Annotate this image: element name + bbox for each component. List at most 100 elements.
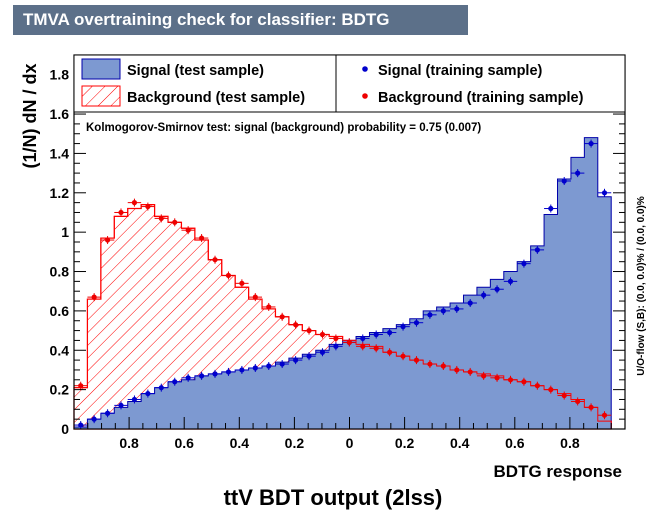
background-training-point — [387, 349, 393, 355]
background-training-point — [333, 335, 339, 342]
y-tick-label: 0.6 — [50, 303, 70, 319]
signal-training-point — [104, 410, 111, 416]
y-tick-label: 1 — [61, 224, 69, 240]
background-training-point — [360, 343, 366, 349]
background-training-point — [548, 387, 554, 393]
background-training-point — [239, 280, 245, 286]
signal-training-point — [158, 385, 164, 391]
signal-training-point — [118, 402, 124, 408]
signal-training-point — [252, 365, 258, 371]
background-training-point — [252, 294, 258, 300]
chart-title: TMVA overtraining check for classifier: … — [13, 5, 468, 35]
background-training-point — [172, 219, 178, 225]
signal-training-point — [185, 375, 191, 381]
background-training-point — [279, 314, 285, 320]
legend-background-test-swatch — [81, 85, 121, 107]
signal-training-point — [387, 329, 393, 336]
background-training-point — [293, 322, 299, 328]
x-tick-label: 0.6 — [505, 435, 525, 451]
signal-training-point — [575, 170, 581, 176]
y-tick-label: 0.2 — [50, 382, 70, 398]
signal-training-point — [239, 367, 245, 373]
signal-training-point — [319, 349, 326, 355]
background-training-point — [225, 272, 232, 279]
background-training-point — [481, 373, 487, 379]
signal-training-point — [91, 416, 97, 422]
x-tick-label: 0.6 — [174, 435, 194, 451]
y-axis-label: (1/N) dN / dx — [20, 63, 40, 168]
signal-training-point — [145, 390, 151, 397]
signal-training-point — [440, 308, 446, 314]
x-tick-label: 0.4 — [230, 435, 250, 451]
signal-training-point — [266, 363, 272, 369]
signal-training-point — [78, 422, 84, 428]
background-training-point — [400, 353, 406, 359]
background-training-point — [118, 209, 124, 216]
background-training-point — [507, 377, 514, 383]
background-training-point — [561, 392, 567, 399]
signal-training-point — [198, 373, 205, 379]
signal-training-point — [601, 190, 608, 196]
legend-background-training-marker — [362, 93, 368, 99]
background-training-point — [319, 331, 326, 338]
background-training-point — [373, 345, 379, 351]
x-tick-label: 0 — [346, 435, 354, 451]
background-training-point — [212, 257, 218, 263]
y-tick-label: 0 — [61, 421, 69, 437]
legend-signal-test-swatch — [81, 58, 121, 80]
background-training-point — [521, 379, 527, 385]
background-training-point — [601, 412, 608, 418]
background-training-point — [266, 304, 272, 310]
legend-signal-training-marker — [362, 66, 368, 72]
background-training-point — [104, 237, 111, 243]
background-test-outline — [73, 204, 612, 430]
legend-box-right — [335, 54, 626, 113]
x-tick-label: 0.4 — [450, 435, 470, 451]
y-tick-label: 0.4 — [50, 342, 70, 358]
background-training-point — [185, 227, 191, 233]
background-training-point — [413, 357, 420, 363]
signal-training-point — [413, 320, 420, 326]
background-training-point — [440, 363, 446, 369]
y-tick-label: 1.4 — [50, 145, 70, 161]
background-training-point — [575, 398, 581, 405]
signal-training-point — [561, 178, 567, 184]
signal-training-point — [467, 300, 473, 306]
legend-signal-test-label: Signal (test sample) — [127, 63, 264, 79]
y-tick-label: 1.6 — [50, 106, 70, 122]
background-training-point — [306, 327, 312, 334]
legend-signal-training-label: Signal (training sample) — [378, 63, 543, 79]
background-training-point — [78, 383, 84, 389]
background-training-point — [588, 404, 594, 410]
signal-training-point — [588, 140, 594, 147]
legend-background-training-label: Background (training sample) — [378, 90, 584, 106]
x-tick-label: 0.2 — [285, 435, 305, 451]
signal-training-point — [534, 247, 540, 253]
signal-training-point — [360, 335, 366, 342]
background-training-point — [534, 383, 540, 389]
x-tick-label: 0.8 — [560, 435, 580, 451]
signal-training-point — [293, 357, 299, 363]
signal-training-point — [548, 205, 554, 212]
signal-training-point — [212, 371, 218, 377]
legend-background-test-label: Background (test sample) — [127, 90, 305, 106]
signal-training-point — [400, 324, 406, 330]
y-tick-label: 0.8 — [50, 264, 70, 280]
background-training-point — [158, 215, 164, 221]
signal-training-point — [481, 292, 487, 298]
signal-training-point — [494, 286, 500, 292]
signal-training-point — [454, 306, 460, 312]
signal-training-point — [333, 343, 339, 349]
background-training-point — [131, 200, 138, 206]
background-training-point — [198, 235, 205, 241]
y-tick-label: 1.8 — [50, 67, 70, 83]
background-training-point — [427, 361, 433, 367]
signal-training-point — [507, 278, 514, 284]
signal-training-point — [427, 312, 433, 318]
footer-label: ttV BDT output (2lss) — [224, 485, 443, 510]
signal-training-point — [521, 261, 527, 267]
signal-training-point — [172, 379, 178, 385]
background-training-point — [494, 375, 500, 381]
y-tick-label: 1.2 — [50, 185, 70, 201]
